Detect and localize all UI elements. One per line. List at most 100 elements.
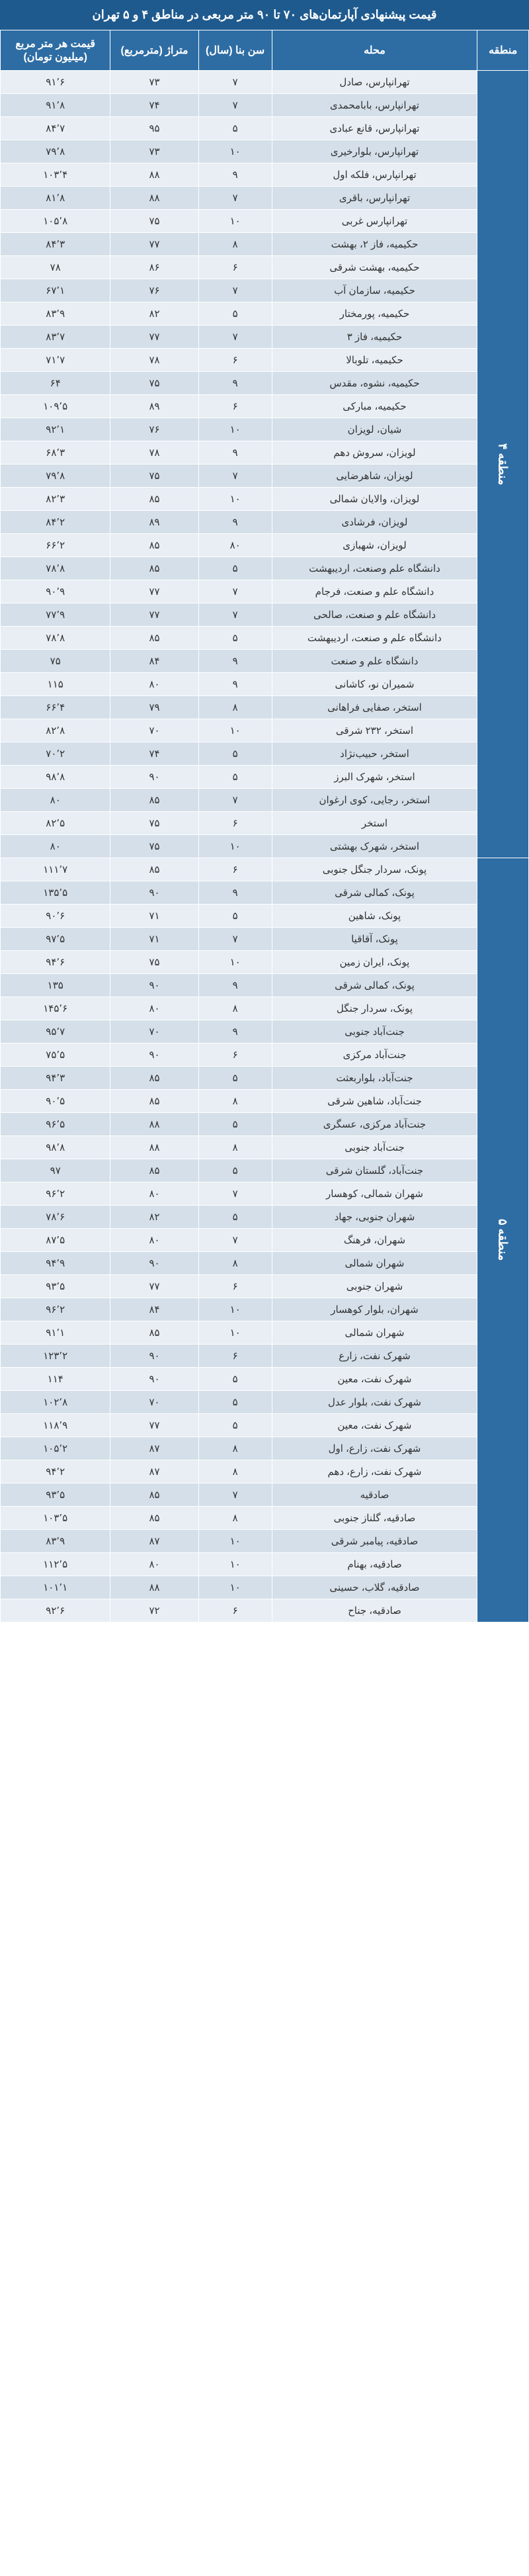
- cell-price: ۹۱٬۸: [1, 94, 110, 117]
- cell-neighborhood: حکیمیه، پورمختار: [272, 302, 477, 326]
- cell-neighborhood: لویزان، شهبازی: [272, 534, 477, 557]
- cell-area: ۸۸: [110, 1136, 198, 1159]
- cell-neighborhood: صادقیه: [272, 1484, 477, 1507]
- table-row: لویزان، والایان شمالی۱۰۸۵۸۲٬۳: [1, 488, 529, 511]
- cell-area: ۷۵: [110, 372, 198, 395]
- cell-age: ۶: [198, 1599, 272, 1622]
- cell-area: ۷۵: [110, 951, 198, 974]
- cell-age: ۶: [198, 349, 272, 372]
- cell-age: ۶: [198, 1275, 272, 1298]
- cell-neighborhood: حکیمیه، نشوه، مقدس: [272, 372, 477, 395]
- cell-area: ۹۰: [110, 1252, 198, 1275]
- cell-area: ۸۰: [110, 1182, 198, 1206]
- cell-neighborhood: شهران، بلوار کوهسار: [272, 1298, 477, 1321]
- cell-age: ۵: [198, 766, 272, 789]
- table-title: قیمت پیشنهادی آپارتمان‌های ۷۰ تا ۹۰ متر …: [0, 0, 529, 30]
- cell-neighborhood: لویزان، والایان شمالی: [272, 488, 477, 511]
- cell-area: ۸۴: [110, 1298, 198, 1321]
- cell-age: ۷: [198, 465, 272, 488]
- cell-neighborhood: تهرانپارس، قانع عبادی: [272, 117, 477, 140]
- cell-age: ۵: [198, 1368, 272, 1391]
- cell-age: ۹: [198, 1020, 272, 1044]
- cell-age: ۸: [198, 1090, 272, 1113]
- cell-area: ۸۵: [110, 789, 198, 812]
- table-row: تهرانپارس، بلوارخیری۱۰۷۳۷۹٬۸: [1, 140, 529, 163]
- cell-neighborhood: شهرک نفت، زارع: [272, 1345, 477, 1368]
- cell-area: ۸۴: [110, 650, 198, 673]
- cell-age: ۸: [198, 1507, 272, 1530]
- table-row: دانشگاه علم وصنعت، اردیبهشت۵۸۵۷۸٬۸: [1, 557, 529, 580]
- table-row: پونک، کمالی شرقی۹۹۰۱۳۵٬۵: [1, 881, 529, 905]
- cell-price: ۹۶٬۲: [1, 1182, 110, 1206]
- cell-price: ۱۰۵٬۲: [1, 1437, 110, 1460]
- cell-neighborhood: حکیمیه، فاز ۳: [272, 326, 477, 349]
- cell-area: ۸۵: [110, 1321, 198, 1345]
- table-row: جنت‌آباد، گلستان شرقی۵۸۵۹۷: [1, 1159, 529, 1182]
- cell-age: ۱۰: [198, 210, 272, 233]
- cell-neighborhood: شهران شمالی: [272, 1252, 477, 1275]
- table-row: تهرانپارس، قانع عبادی۵۹۵۸۴٬۷: [1, 117, 529, 140]
- cell-neighborhood: دانشگاه علم و صنعت، صالحی: [272, 603, 477, 627]
- cell-age: ۱۰: [198, 1576, 272, 1599]
- cell-age: ۵: [198, 1414, 272, 1437]
- cell-area: ۸۵: [110, 1484, 198, 1507]
- cell-neighborhood: حکیمیه، تلوبالا: [272, 349, 477, 372]
- table-row: استخر، حبیب‌نژاد۵۷۴۷۰٬۲: [1, 742, 529, 766]
- cell-price: ۸۲٬۵: [1, 812, 110, 835]
- cell-price: ۱۱۲٬۵: [1, 1553, 110, 1576]
- header-region: منطقه: [477, 30, 529, 71]
- cell-area: ۷۱: [110, 928, 198, 951]
- cell-price: ۱۱۵: [1, 673, 110, 696]
- cell-neighborhood: استخر، حبیب‌نژاد: [272, 742, 477, 766]
- cell-age: ۶: [198, 395, 272, 418]
- table-row: پونک، ایران زمین۱۰۷۵۹۴٬۶: [1, 951, 529, 974]
- cell-neighborhood: شهران شمالی، کوهسار: [272, 1182, 477, 1206]
- table-row: منطقه ۵پونک، سردار جنگل جنوبی۶۸۵۱۱۱٬۷: [1, 858, 529, 881]
- table-row: شهران شمالی۸۹۰۹۴٬۹: [1, 1252, 529, 1275]
- cell-age: ۵: [198, 1206, 272, 1229]
- cell-area: ۸۵: [110, 1507, 198, 1530]
- cell-price: ۹۴٬۶: [1, 951, 110, 974]
- table-row: شهرک نفت، معین۵۷۷۱۱۸٬۹: [1, 1414, 529, 1437]
- cell-area: ۷۳: [110, 140, 198, 163]
- header-price: قیمت هر متر مربع (میلیون تومان): [1, 30, 110, 71]
- cell-age: ۱۰: [198, 1298, 272, 1321]
- cell-age: ۷: [198, 789, 272, 812]
- cell-area: ۸۲: [110, 1206, 198, 1229]
- cell-age: ۶: [198, 256, 272, 279]
- cell-neighborhood: استخر، ۲۳۲ شرقی: [272, 719, 477, 742]
- cell-area: ۸۵: [110, 627, 198, 650]
- cell-age: ۵: [198, 117, 272, 140]
- cell-area: ۷۷: [110, 326, 198, 349]
- cell-neighborhood: لویزان، سروش دهم: [272, 441, 477, 465]
- table-body: منطقه ۴تهرانپارس، صادل۷۷۳۹۱٬۶تهرانپارس، …: [1, 71, 529, 1622]
- cell-age: ۵: [198, 742, 272, 766]
- cell-neighborhood: لویزان، شاهرضایی: [272, 465, 477, 488]
- table-row: جنت‌آباد جنوبی۹۷۰۹۵٬۷: [1, 1020, 529, 1044]
- cell-age: ۹: [198, 881, 272, 905]
- cell-neighborhood: شهرک نفت، زارع، دهم: [272, 1460, 477, 1484]
- cell-neighborhood: تهرانپارس، فلکه اول: [272, 163, 477, 187]
- cell-neighborhood: دانشگاه علم وصنعت، اردیبهشت: [272, 557, 477, 580]
- cell-age: ۱۰: [198, 418, 272, 441]
- table-row: صادقیه، بهنام۱۰۸۰۱۱۲٬۵: [1, 1553, 529, 1576]
- table-row: دانشگاه علم و صنعت، صالحی۷۷۷۷۷٬۹: [1, 603, 529, 627]
- cell-price: ۹۱٬۱: [1, 1321, 110, 1345]
- table-row: پونک، آقاقیا۷۷۱۹۷٬۵: [1, 928, 529, 951]
- cell-neighborhood: پونک، آقاقیا: [272, 928, 477, 951]
- cell-neighborhood: حکیمیه، بهشت شرقی: [272, 256, 477, 279]
- cell-area: ۷۷: [110, 1275, 198, 1298]
- cell-age: ۵: [198, 302, 272, 326]
- cell-price: ۹۰٬۹: [1, 580, 110, 603]
- cell-neighborhood: استخر، شهرک البرز: [272, 766, 477, 789]
- cell-age: ۵: [198, 557, 272, 580]
- table-row: صادقیه، گلاب، حسینی۱۰۸۸۱۰۱٬۱: [1, 1576, 529, 1599]
- cell-area: ۷۷: [110, 603, 198, 627]
- table-row: حکیمیه، فاز ۲، بهشت۸۷۷۸۴٬۳: [1, 233, 529, 256]
- cell-age: ۹: [198, 511, 272, 534]
- table-row: لویزان، شاهرضایی۷۷۵۷۹٬۸: [1, 465, 529, 488]
- cell-age: ۷: [198, 603, 272, 627]
- cell-area: ۷۷: [110, 233, 198, 256]
- cell-age: ۱۰: [198, 719, 272, 742]
- cell-neighborhood: تهرانپارس، بلوارخیری: [272, 140, 477, 163]
